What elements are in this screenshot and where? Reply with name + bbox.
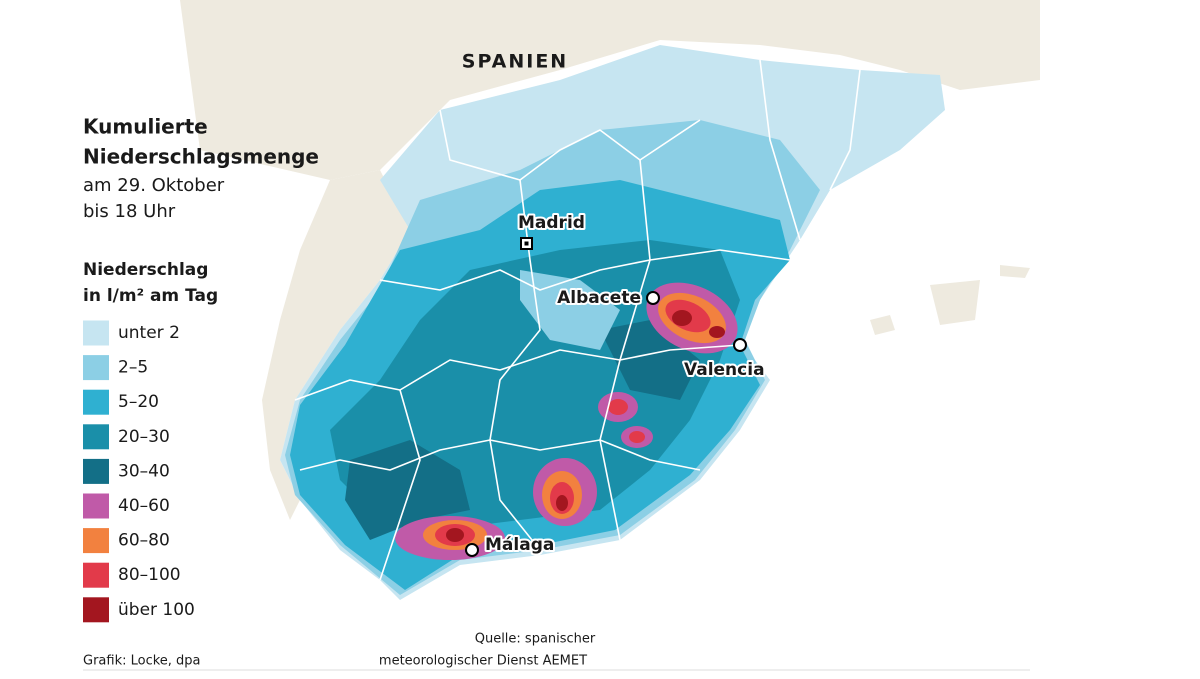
legend-swatch <box>83 424 109 450</box>
legend-label: 20–30 <box>118 427 170 447</box>
legend-label: 30–40 <box>118 461 170 481</box>
source: meteorologischer Dienst AEMET <box>379 654 587 669</box>
legend-label: 2–5 <box>118 358 148 378</box>
source: Quelle: spanischer <box>475 632 596 647</box>
hotspot-granada <box>533 458 597 526</box>
city-marker <box>646 291 660 305</box>
hotspot-valencia <box>646 282 738 354</box>
city-marker <box>733 338 747 352</box>
province-borders <box>294 59 861 581</box>
country-label: SPANIEN <box>462 51 568 73</box>
legend-swatch <box>83 458 109 484</box>
rain-zone-30-40 <box>345 320 700 540</box>
subtitle: bis 18 Uhr <box>83 201 176 222</box>
legend-swatch <box>83 562 109 588</box>
legend-label: 5–20 <box>118 392 159 412</box>
city-label: Albacete <box>557 288 641 308</box>
legend-swatch <box>83 597 109 623</box>
legend-label: 40–60 <box>118 496 170 516</box>
subtitle: am 29. Oktober <box>83 175 225 196</box>
city-marker <box>465 543 479 557</box>
land-balearics <box>870 265 1030 335</box>
city-label: Valencia <box>684 360 765 380</box>
land-portugal <box>262 170 410 520</box>
legend-swatch <box>83 389 109 415</box>
hotspot-murcia <box>598 392 653 448</box>
legend-swatch <box>83 493 109 519</box>
legend-label: unter 2 <box>118 323 180 343</box>
title: Niederschlagsmenge <box>83 145 319 169</box>
legend-swatch <box>83 355 109 381</box>
legend-title: Niederschlag <box>83 260 208 280</box>
legend-label: 60–80 <box>118 531 170 551</box>
city-marker <box>524 241 529 246</box>
rain-zone-light-inner <box>520 270 620 350</box>
legend-swatch <box>83 320 109 346</box>
legend: unter 2 2–5 5–20 20–30 30–40 40–60 60–80 80–100… <box>83 320 195 623</box>
title: Kumulierte <box>83 115 208 139</box>
city-label: Madrid <box>518 213 585 233</box>
legend-swatch <box>83 528 109 554</box>
city-label: Málaga <box>485 535 554 555</box>
legend-title: in l/m² am Tag <box>83 286 218 306</box>
legend-label: 80–100 <box>118 565 181 585</box>
legend-label: über 100 <box>118 600 195 620</box>
credit: Grafik: Locke, dpa <box>83 654 201 669</box>
land-france <box>180 0 1040 180</box>
